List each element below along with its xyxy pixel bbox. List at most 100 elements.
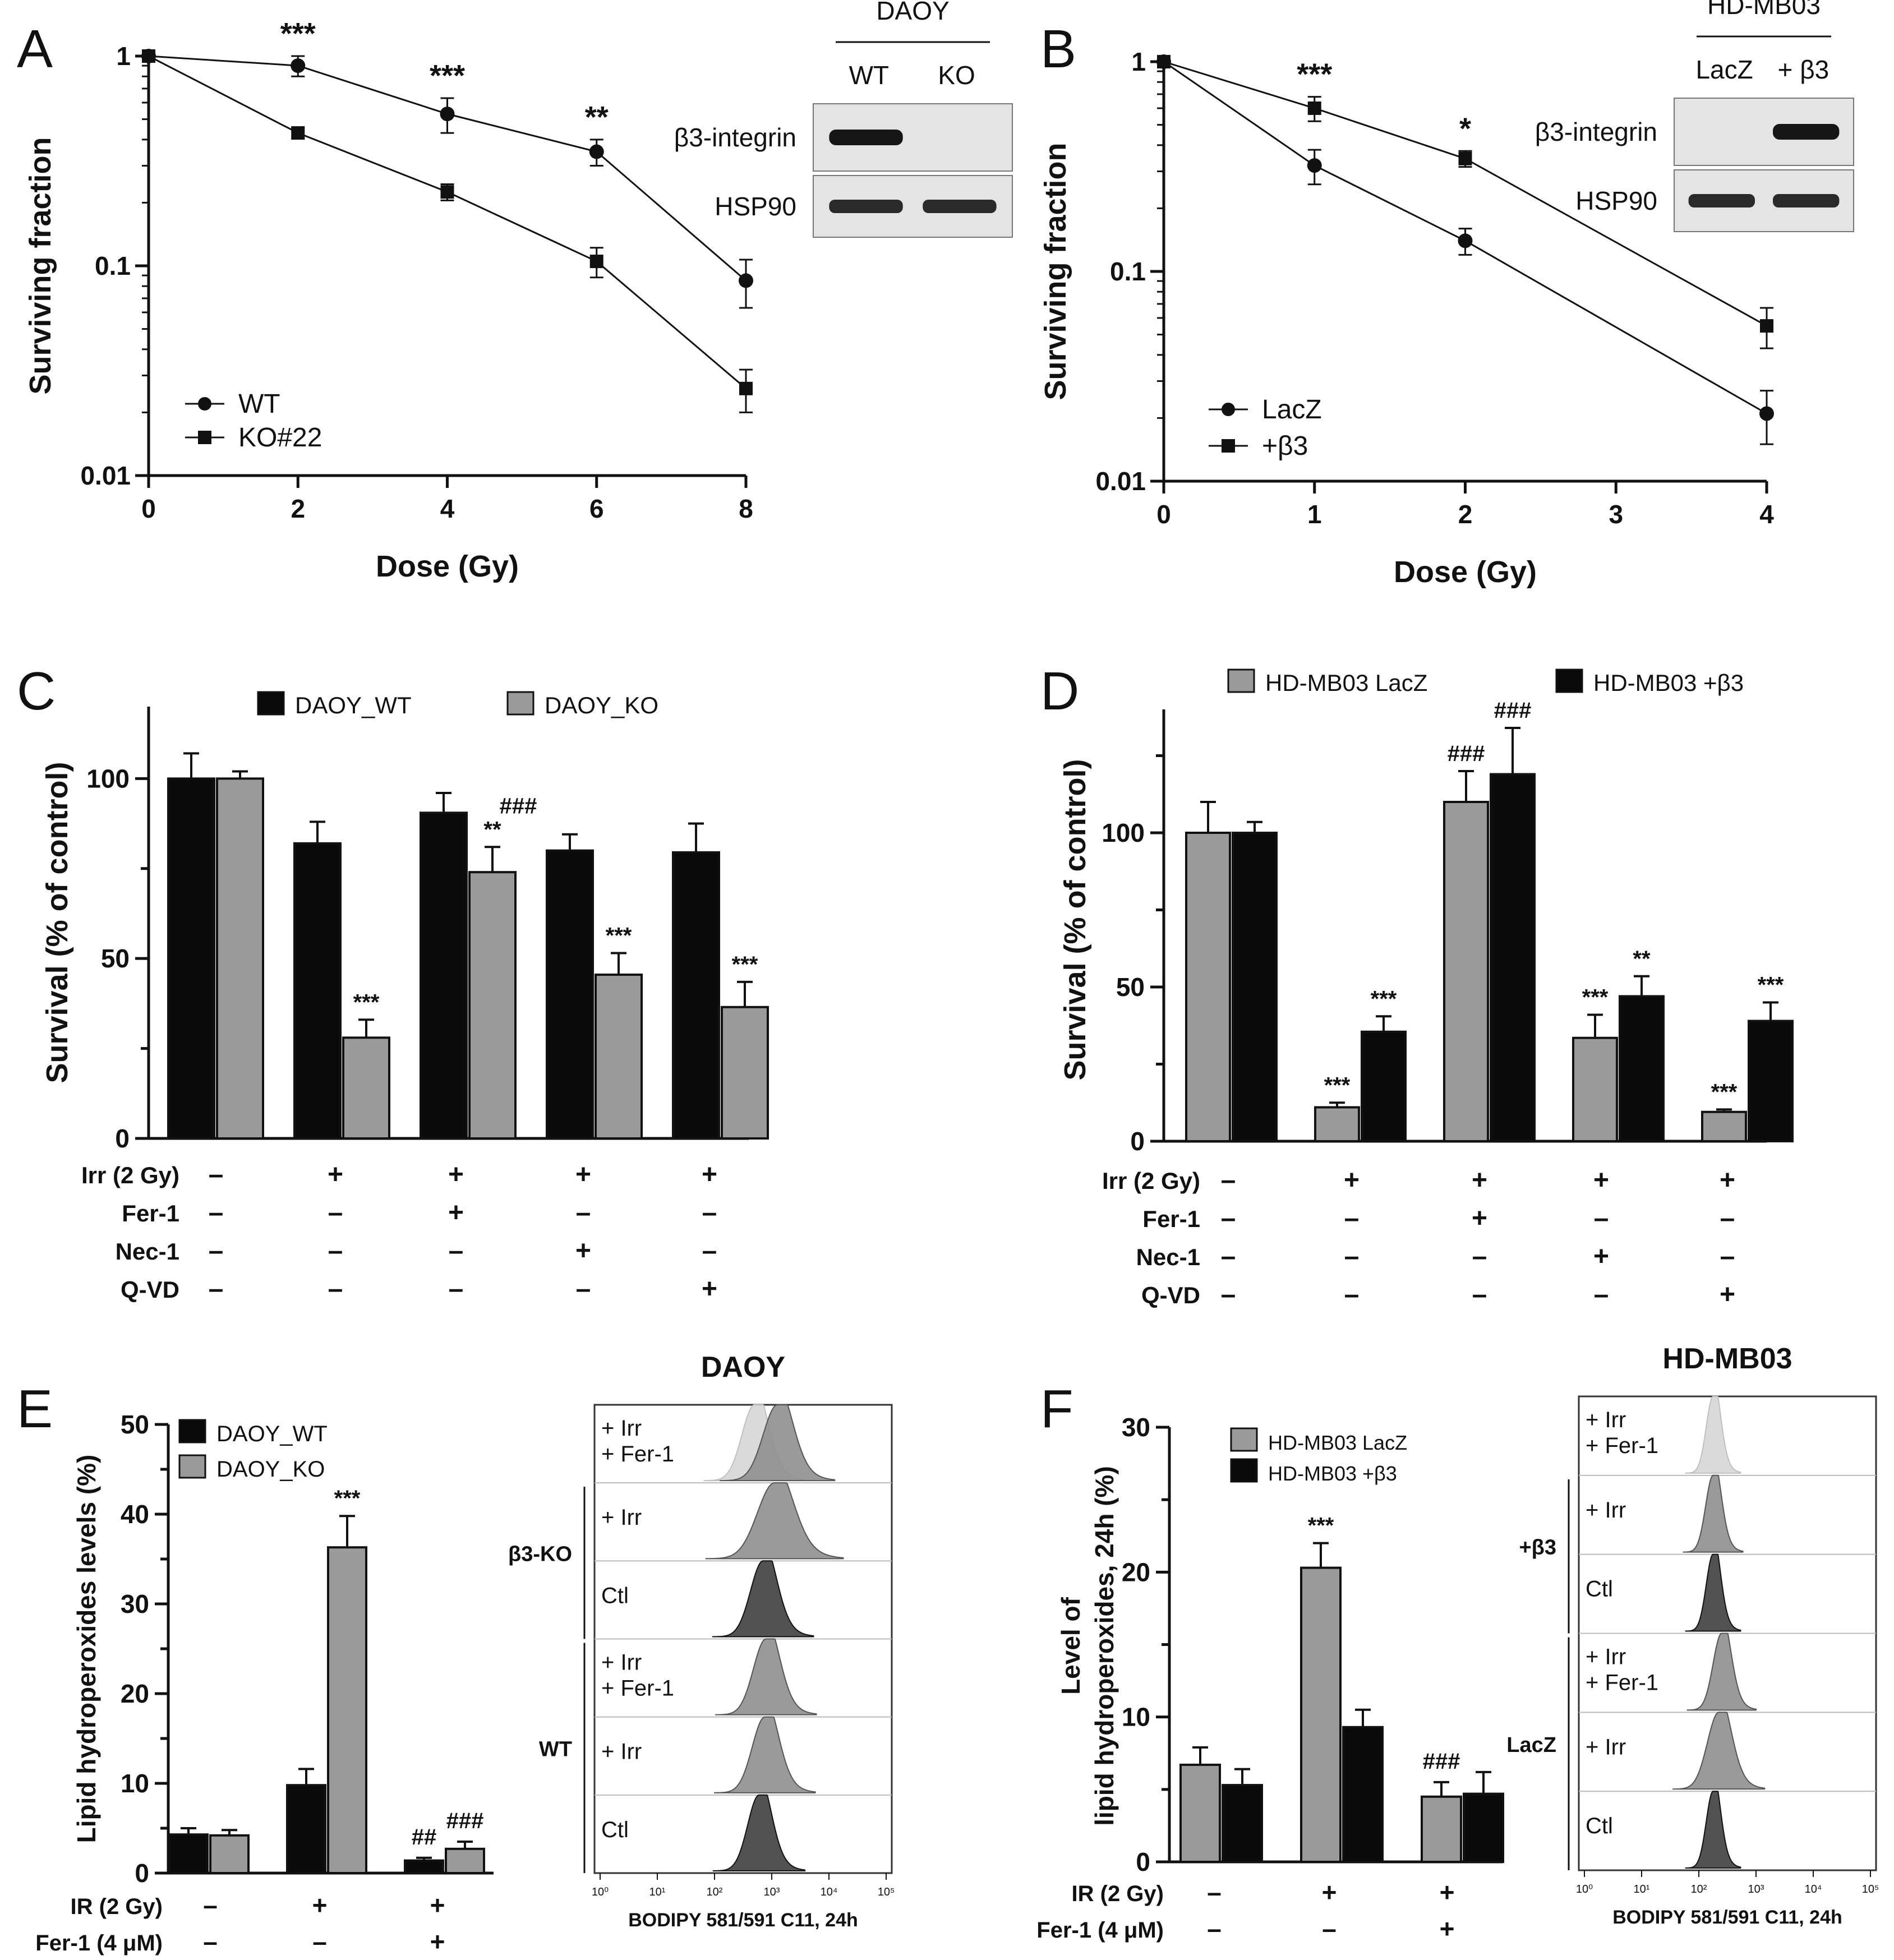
bar-DAOY_WT bbox=[672, 851, 720, 1140]
annotation: *** bbox=[1582, 985, 1609, 1010]
y-tick-label: 0 bbox=[115, 1124, 130, 1153]
flow-row-label-line: Ctl bbox=[601, 1583, 629, 1608]
flow-histogram bbox=[714, 1716, 816, 1793]
data-point bbox=[1760, 319, 1773, 333]
x-tick-label: 8 bbox=[739, 494, 753, 523]
annotation: *** bbox=[1711, 1080, 1738, 1104]
sign: – bbox=[1472, 1242, 1487, 1271]
legend-swatch bbox=[178, 1454, 206, 1479]
bar-HD-MB03 LacZ bbox=[1421, 1795, 1462, 1863]
annotation: *** bbox=[1308, 1514, 1334, 1538]
sign: + bbox=[448, 1160, 464, 1189]
bar-DAOY_WT bbox=[420, 811, 468, 1140]
sign: + bbox=[448, 1198, 464, 1228]
x-tick-label: 4 bbox=[1759, 500, 1774, 529]
annotation: *** bbox=[1371, 986, 1397, 1011]
legend-label: DAOY_WT bbox=[295, 692, 412, 718]
legend-swatch bbox=[1230, 1458, 1258, 1483]
row-label: IR (2 Gy) bbox=[1072, 1881, 1164, 1906]
data-point bbox=[1458, 233, 1473, 248]
bar-DAOY_KO bbox=[327, 1546, 367, 1874]
legend-label: DAOY_WT bbox=[216, 1422, 328, 1446]
y-tick-label: 20 bbox=[121, 1679, 149, 1708]
sign: + bbox=[575, 1160, 591, 1189]
legend-label: +β3 bbox=[1262, 431, 1308, 461]
panel-letter-E: E bbox=[17, 1379, 53, 1439]
legend-label: DAOY_KO bbox=[545, 692, 658, 718]
panel-letter-B: B bbox=[1040, 19, 1076, 79]
panel-letter-F: F bbox=[1040, 1379, 1073, 1439]
sign: + bbox=[1593, 1165, 1609, 1195]
x-tick-label: 1 bbox=[1307, 500, 1322, 529]
legend-marker bbox=[1222, 439, 1235, 453]
sign: – bbox=[312, 1927, 327, 1956]
series-line-+β3 bbox=[1163, 61, 1767, 327]
flow-row-label: Ctl bbox=[601, 1583, 629, 1608]
row-label: Nec-1 bbox=[1136, 1244, 1200, 1270]
legend-label: DAOY_KO bbox=[216, 1457, 325, 1482]
y-axis-title: Lipid hydroperoxides levels (%) bbox=[72, 1455, 101, 1843]
y-tick-label: 1 bbox=[116, 41, 131, 71]
row-label: Irr (2 Gy) bbox=[1102, 1168, 1200, 1194]
bar-DAOY_KO bbox=[216, 777, 264, 1140]
flow-histogram bbox=[1672, 1712, 1766, 1790]
blot-band bbox=[829, 200, 903, 213]
sign: – bbox=[1720, 1203, 1735, 1233]
row-label: Fer-1 bbox=[1142, 1206, 1200, 1232]
blot-band bbox=[923, 200, 997, 213]
data-point bbox=[739, 273, 753, 288]
flow-x-title: BODIPY 581/591 C11, 24h bbox=[1612, 1907, 1842, 1928]
flow-row-label-line: + Irr bbox=[601, 1650, 642, 1675]
blot-lane-label: + β3 bbox=[1778, 55, 1830, 84]
sign: – bbox=[328, 1236, 343, 1266]
flow-row-label: + Irr + Fer-1 bbox=[1586, 1645, 1658, 1695]
data-point bbox=[291, 58, 306, 73]
sign: – bbox=[209, 1236, 224, 1266]
bar-HD-MB03 LacZ bbox=[1300, 1566, 1342, 1863]
x-tick-label: 6 bbox=[589, 494, 604, 523]
flow-group-label: +β3 bbox=[1519, 1536, 1556, 1560]
y-tick-label: 0.1 bbox=[95, 251, 131, 280]
flow-group-label: β3-KO bbox=[508, 1542, 572, 1566]
sign: – bbox=[702, 1236, 717, 1266]
sign: + bbox=[312, 1890, 328, 1920]
y-axis-title: Survival (% of control) bbox=[1058, 759, 1092, 1080]
data-point bbox=[1157, 55, 1170, 68]
sign: – bbox=[1344, 1203, 1360, 1233]
x-tick-label: 2 bbox=[291, 494, 305, 523]
y-tick-label: 30 bbox=[1122, 1413, 1150, 1442]
flow-x-tick-label: 10⁴ bbox=[1805, 1883, 1822, 1896]
y-axis-title: Surviving fraction bbox=[24, 137, 57, 394]
flow-x-tick-label: 10⁴ bbox=[821, 1886, 838, 1898]
sign: – bbox=[1207, 1914, 1222, 1943]
sign: + bbox=[1440, 1914, 1455, 1943]
legend-swatch bbox=[1230, 1427, 1258, 1452]
data-point bbox=[589, 144, 604, 159]
flow-row-label-line: + Fer-1 bbox=[1586, 1671, 1658, 1695]
bar-HD-MB03 LacZ bbox=[1572, 1036, 1618, 1142]
y-tick-label: 20 bbox=[1122, 1557, 1150, 1587]
legend-label: LacZ bbox=[1262, 395, 1322, 425]
flow-x-tick-label: 10⁰ bbox=[1576, 1883, 1593, 1896]
flow-row-label-line: + Irr bbox=[1586, 1408, 1626, 1432]
flow-title: DAOY bbox=[701, 1351, 785, 1383]
flow-row-label: + Irr + Fer-1 bbox=[1586, 1408, 1658, 1458]
y-tick-label: 0 bbox=[135, 1858, 149, 1888]
significance-stars: ** bbox=[585, 100, 609, 134]
bar-HD-MB03 +β3 bbox=[1222, 1784, 1263, 1863]
blot-row-label: HSP90 bbox=[715, 192, 796, 221]
sign: + bbox=[1720, 1165, 1735, 1195]
sign: – bbox=[1221, 1280, 1236, 1309]
bar-HD-MB03 LacZ bbox=[1701, 1110, 1747, 1142]
annotation: *** bbox=[1758, 973, 1784, 998]
flow-row-label-line: + Irr bbox=[601, 1505, 642, 1530]
flow-histogram bbox=[1686, 1632, 1757, 1711]
legend-swatch bbox=[506, 691, 534, 716]
y-tick-label: 50 bbox=[101, 944, 130, 973]
flow-row-label: Ctl bbox=[1586, 1577, 1613, 1602]
sign: – bbox=[1221, 1203, 1236, 1233]
annotation: *** bbox=[334, 1486, 361, 1511]
significance-stars: *** bbox=[430, 59, 465, 93]
sign: + bbox=[430, 1927, 445, 1956]
row-label: Fer-1 (4 μM) bbox=[35, 1931, 163, 1956]
